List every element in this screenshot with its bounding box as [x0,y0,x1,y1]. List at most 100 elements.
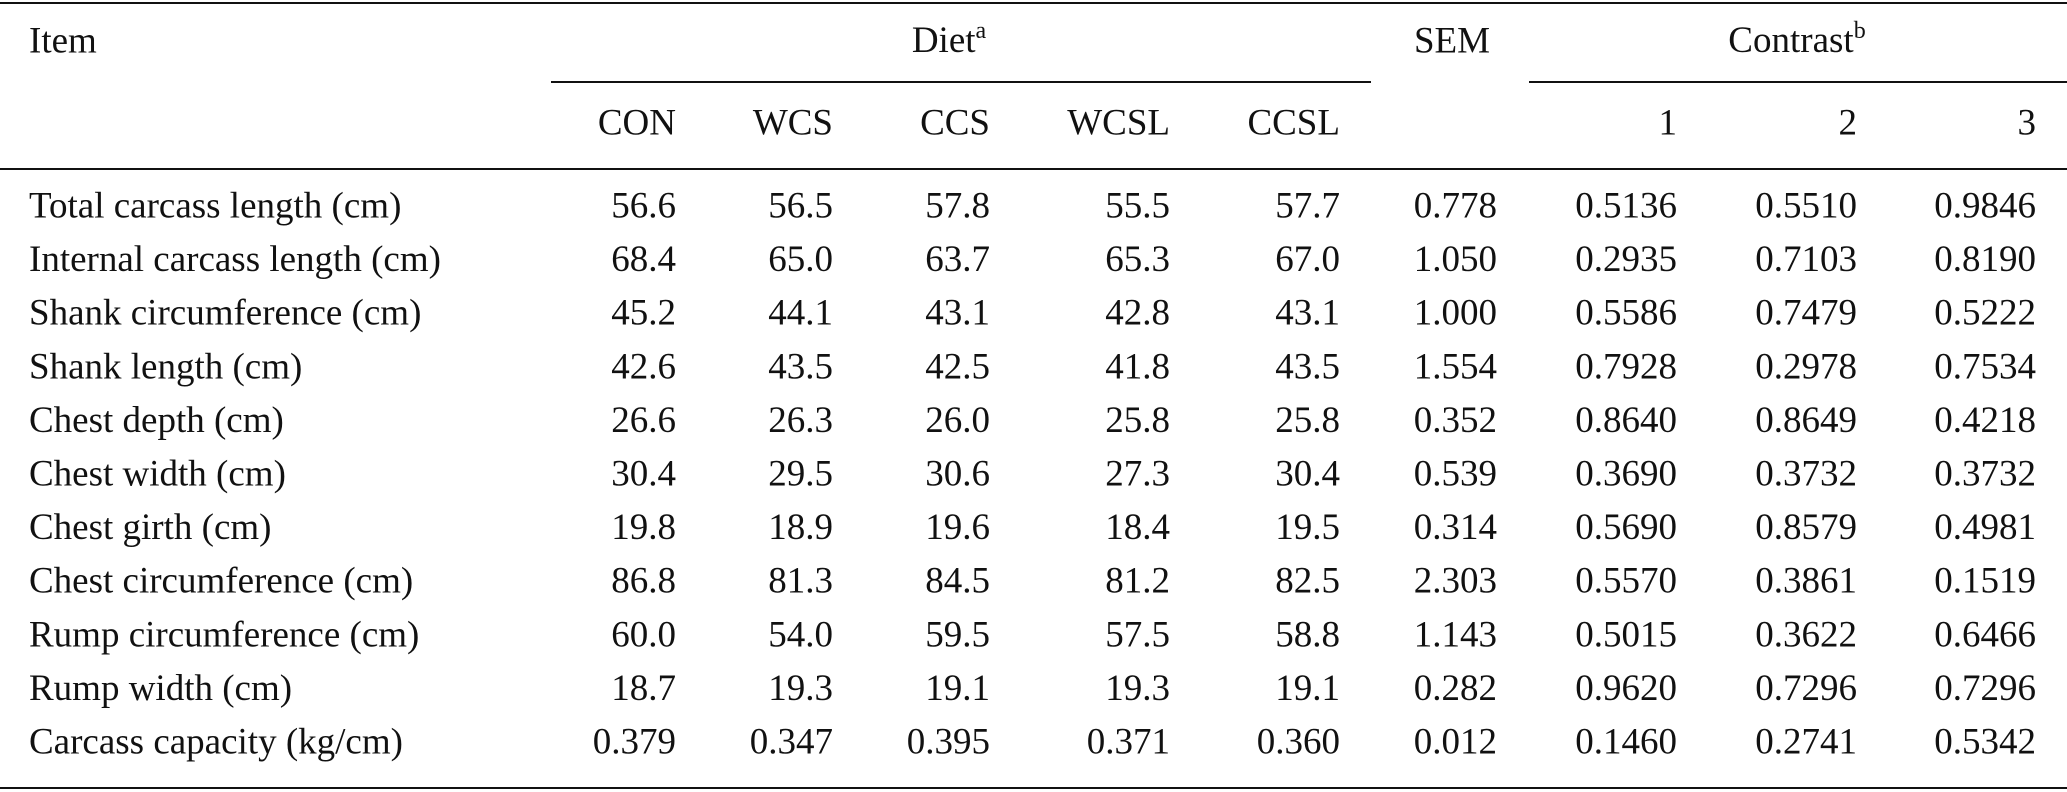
cell: 63.7 [925,239,990,280]
row-label: Rump circumference (cm) [29,614,419,655]
cell: 0.8649 [1755,400,1857,441]
cell: 0.3732 [1934,453,2036,494]
cell: 1.050 [1414,239,1497,280]
row-label: Carcass capacity (kg/cm) [29,721,403,762]
cell: 82.5 [1275,561,1340,602]
cell: 2.303 [1414,561,1497,602]
cell: 0.7479 [1755,293,1857,334]
cell: 0.7103 [1755,239,1857,280]
cell: 0.2741 [1755,721,1857,762]
cell: 0.5586 [1575,293,1677,334]
cell: 0.012 [1414,721,1497,762]
cell: 27.3 [1105,453,1170,494]
cell: 0.3732 [1755,453,1857,494]
cell: 81.3 [768,561,833,602]
cell: 81.2 [1105,561,1170,602]
cell: 43.1 [925,293,990,334]
cell: 0.5136 [1575,185,1677,226]
cell: 0.5510 [1755,185,1857,226]
cell: 68.4 [611,239,676,280]
cell: 0.539 [1414,453,1497,494]
column-header: 1 [1659,102,1678,143]
row-label: Total carcass length (cm) [29,185,401,226]
cell: 26.0 [925,400,990,441]
cell: 57.5 [1105,614,1170,655]
cell: 0.8190 [1934,239,2036,280]
cell: 42.5 [925,346,990,387]
sem-header: SEM [1414,20,1490,61]
cell: 55.5 [1105,185,1170,226]
cell: 1.554 [1414,346,1497,387]
cell: 0.347 [750,721,833,762]
cell: 84.5 [925,561,990,602]
cell: 57.7 [1275,185,1340,226]
cell: 58.8 [1275,614,1340,655]
row-label: Rump width (cm) [29,668,292,709]
cell: 18.9 [768,507,833,548]
cell: 0.314 [1414,507,1497,548]
cell: 0.3622 [1755,614,1857,655]
row-label: Chest width (cm) [29,453,286,494]
cell: 42.6 [611,346,676,387]
cell: 18.7 [611,668,676,709]
column-header: WCS [753,102,833,143]
cell: 56.5 [768,185,833,226]
diet-header: Dieta [912,18,987,62]
cell: 0.1460 [1575,721,1677,762]
cell: 60.0 [611,614,676,655]
cell: 86.8 [611,561,676,602]
cell: 0.5342 [1934,721,2036,762]
cell: 30.4 [611,453,676,494]
cell: 0.778 [1414,185,1497,226]
cell: 0.282 [1414,668,1497,709]
cell: 56.6 [611,185,676,226]
cell: 0.3690 [1575,453,1677,494]
cell: 43.5 [1275,346,1340,387]
cell: 19.8 [611,507,676,548]
cell: 0.2978 [1755,346,1857,387]
cell: 0.5570 [1575,561,1677,602]
row-label: Chest circumference (cm) [29,561,413,602]
cell: 0.6466 [1934,614,2036,655]
cell: 25.8 [1275,400,1340,441]
cell: 19.5 [1275,507,1340,548]
cell: 54.0 [768,614,833,655]
item-header: Item [29,20,97,61]
cell: 19.3 [1105,668,1170,709]
cell: 65.0 [768,239,833,280]
cell: 0.2935 [1575,239,1677,280]
cell: 19.3 [768,668,833,709]
cell: 0.352 [1414,400,1497,441]
cell: 45.2 [611,293,676,334]
row-label: Chest girth (cm) [29,507,272,548]
contrast-label: Contrast [1728,20,1854,61]
cell: 0.1519 [1934,561,2036,602]
cell: 0.7296 [1755,668,1857,709]
cell: 42.8 [1105,293,1170,334]
cell: 0.371 [1087,721,1170,762]
cell: 0.7296 [1934,668,2036,709]
contrast-header: Contrastb [1728,18,1865,62]
column-header: 2 [1839,102,1858,143]
cell: 59.5 [925,614,990,655]
cell: 29.5 [768,453,833,494]
cell: 1.000 [1414,293,1497,334]
cell: 43.5 [768,346,833,387]
cell: 0.395 [907,721,990,762]
diet-note: a [976,18,987,44]
cell: 0.360 [1257,721,1340,762]
column-header: WCSL [1067,102,1170,143]
cell: 30.4 [1275,453,1340,494]
contrast-note: b [1854,18,1866,44]
cell: 0.7534 [1934,346,2036,387]
column-header: CON [598,102,676,143]
diet-label: Diet [912,20,976,61]
cell: 18.4 [1105,507,1170,548]
cell: 30.6 [925,453,990,494]
cell: 0.4218 [1934,400,2036,441]
cell: 26.6 [611,400,676,441]
column-header: CCSL [1247,102,1340,143]
cell: 0.9620 [1575,668,1677,709]
cell: 0.5015 [1575,614,1677,655]
